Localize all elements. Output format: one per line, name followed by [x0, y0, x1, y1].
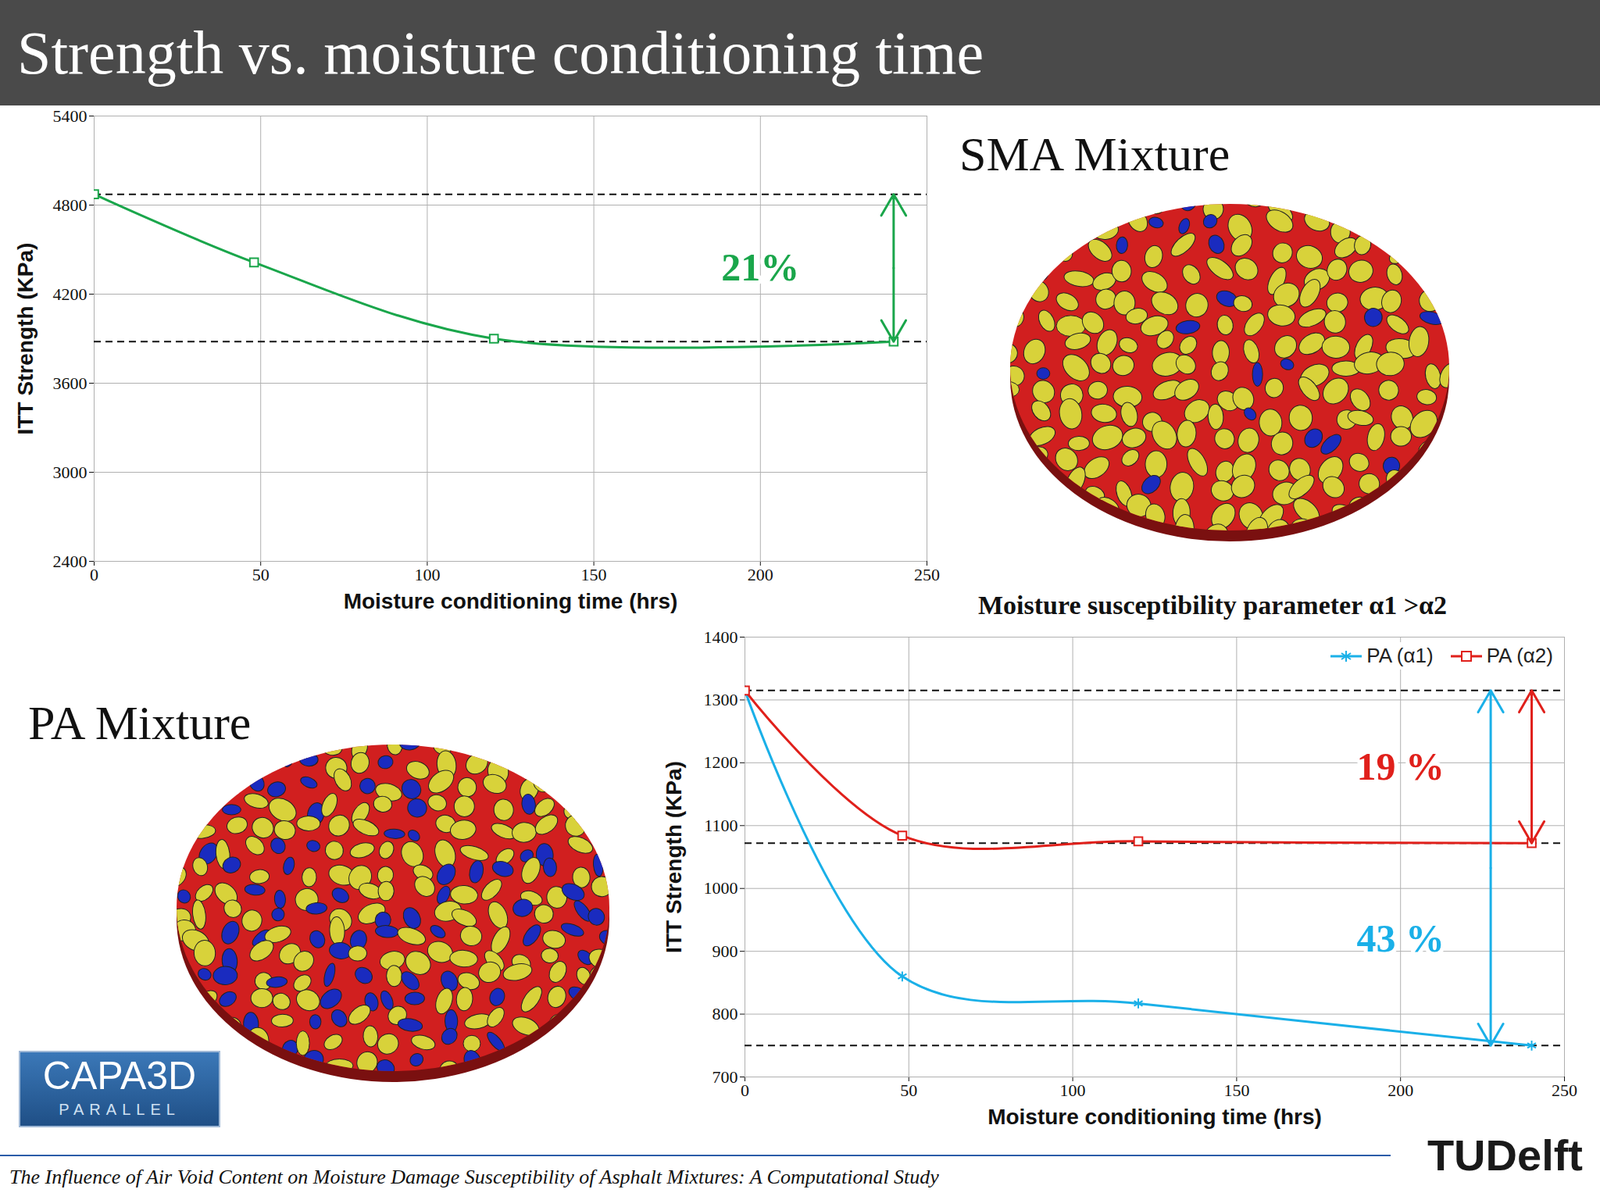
svg-text:5400: 5400: [53, 106, 88, 126]
svg-text:900: 900: [712, 941, 739, 961]
svg-text:Moisture conditioning time (hr: Moisture conditioning time (hrs): [343, 589, 679, 614]
svg-text:100: 100: [414, 564, 440, 585]
svg-text:200: 200: [747, 564, 774, 585]
svg-text:100: 100: [1060, 1080, 1086, 1100]
svg-text:19 %: 19 %: [1356, 744, 1445, 789]
svg-text:0: 0: [89, 564, 99, 585]
html-text:PARALLEL: PARALLEL: [58, 1100, 181, 1118]
svg-text:4800: 4800: [53, 195, 88, 215]
svg-text:200: 200: [1387, 1080, 1414, 1100]
svg-text:43 %: 43 %: [1356, 916, 1445, 961]
svg-text:3600: 3600: [53, 373, 88, 393]
svg-text:150: 150: [581, 564, 608, 585]
svg-text:ITT Strength (KPa): ITT Strength (KPa): [661, 760, 686, 954]
html-text:Moisture susceptibility parame: Moisture susceptibility parameter α1 >α2: [978, 590, 1447, 620]
html-text:PA (α1): PA (α1): [1366, 643, 1434, 668]
svg-text:50: 50: [900, 1080, 918, 1100]
svg-text:1100: 1100: [703, 815, 738, 836]
html-text:PA Mixture: PA Mixture: [28, 696, 252, 750]
html-text:SMA Mixture: SMA Mixture: [959, 127, 1230, 181]
html-text:PA (α2): PA (α2): [1486, 643, 1554, 668]
svg-text:2400: 2400: [53, 551, 88, 572]
html-text:The Influence of Air Void Cont: The Influence of Air Void Content on Moi…: [9, 1165, 939, 1189]
svg-text:250: 250: [1551, 1080, 1578, 1100]
svg-text:ITT Strength (KPa): ITT Strength (KPa): [13, 242, 38, 436]
svg-text:1000: 1000: [703, 878, 739, 898]
html-text:Strength vs. moisture conditio: Strength vs. moisture conditioning time: [17, 18, 984, 87]
svg-text:0: 0: [740, 1080, 750, 1100]
svg-text:1200: 1200: [703, 752, 739, 772]
svg-text:250: 250: [914, 564, 940, 585]
svg-text:3000: 3000: [53, 462, 88, 483]
svg-text:4200: 4200: [53, 284, 88, 304]
svg-text:1300: 1300: [703, 689, 739, 710]
svg-text:21%: 21%: [721, 245, 800, 290]
svg-text:Moisture conditioning time (hr: Moisture conditioning time (hrs): [987, 1104, 1322, 1129]
svg-text:150: 150: [1223, 1080, 1250, 1100]
html-text:CAPA3D: CAPA3D: [42, 1053, 197, 1098]
svg-text:700: 700: [712, 1067, 739, 1087]
svg-text:1400: 1400: [703, 627, 739, 647]
svg-text:800: 800: [712, 1003, 739, 1024]
html-text:TUDelft: TUDelft: [1427, 1130, 1583, 1180]
svg-text:50: 50: [252, 564, 270, 585]
